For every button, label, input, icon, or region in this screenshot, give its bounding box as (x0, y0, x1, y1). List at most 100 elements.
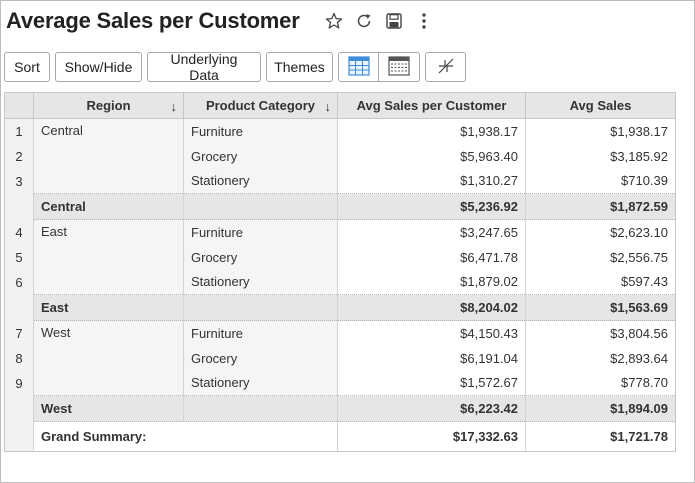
region-column-header[interactable]: Region ↓ (33, 92, 184, 119)
subtotal-avg-customer: $5,236.92 (337, 193, 526, 220)
summary-view-button[interactable] (379, 52, 420, 82)
avg-customer-cell: $1,879.02 (337, 269, 526, 295)
table-row: 1 Central Furniture $1,938.17 $1,938.17 (4, 118, 676, 194)
avg-sales-cell: $1,938.17 (525, 118, 676, 144)
avg-sales-column-header[interactable]: Avg Sales (525, 92, 676, 119)
header-row: Region ↓ Product Category ↓ Avg Sales pe… (4, 92, 676, 119)
grand-avg-customer: $17,332.63 (337, 421, 526, 452)
table-row: 3 Stationery $1,310.27 $710.39 (4, 168, 676, 194)
table-view-icon (347, 55, 370, 79)
row-number-blank (4, 193, 34, 220)
row-number-blank (4, 294, 34, 321)
table-row: 5 Grocery $6,471.78 $2,556.75 (4, 244, 676, 270)
collapse-icon (436, 56, 456, 79)
row-number: 7 (4, 320, 34, 346)
summary-view-icon (388, 55, 410, 79)
table-row: 6 Stationery $1,879.02 $597.43 (4, 269, 676, 295)
category-cell: Grocery (183, 244, 338, 270)
title-bar: Average Sales per Customer (6, 4, 434, 38)
avg-customer-header-label: Avg Sales per Customer (356, 98, 507, 113)
title-actions (324, 11, 434, 31)
avg-customer-cell: $6,471.78 (337, 244, 526, 270)
save-icon[interactable] (384, 11, 404, 31)
category-header-label: Product Category (205, 98, 316, 113)
underlying-data-button[interactable]: Underlying Data (147, 51, 261, 83)
avg-sales-cell: $597.43 (525, 269, 676, 295)
sort-button[interactable]: Sort (4, 52, 50, 82)
row-number: 5 (4, 244, 34, 270)
avg-sales-cell: $3,185.92 (525, 143, 676, 169)
subtotal-label: East (33, 294, 184, 321)
row-number-header (4, 92, 34, 119)
row-number: 6 (4, 269, 34, 295)
avg-sales-cell: $2,623.10 (525, 219, 676, 245)
row-number: 8 (4, 345, 34, 371)
table-row: 4 East Furniture $3,247.65 $2,623.10 (4, 219, 676, 295)
category-cell: Grocery (183, 345, 338, 371)
category-cell: Furniture (183, 118, 338, 144)
grand-summary-row: Grand Summary: $17,332.63 $1,721.78 (4, 421, 676, 452)
table-view-button[interactable] (338, 52, 379, 82)
subtotal-avg-customer: $8,204.02 (337, 294, 526, 321)
region-cell: West (33, 320, 184, 396)
subtotal-avg-sales: $1,872.59 (525, 193, 676, 220)
avg-sales-cell: $710.39 (525, 168, 676, 194)
show-hide-button[interactable]: Show/Hide (55, 52, 142, 82)
avg-sales-header-label: Avg Sales (569, 98, 632, 113)
sort-down-icon[interactable]: ↓ (324, 99, 332, 114)
table-row: 2 Grocery $5,963.40 $3,185.92 (4, 143, 676, 169)
avg-sales-cell: $2,556.75 (525, 244, 676, 270)
grand-summary-label: Grand Summary: (33, 421, 338, 452)
table-row: 8 Grocery $6,191.04 $2,893.64 (4, 345, 676, 371)
avg-sales-cell: $778.70 (525, 370, 676, 396)
subtotal-blank (183, 395, 338, 422)
row-number: 1 (4, 118, 34, 144)
row-number: 3 (4, 168, 34, 194)
star-icon[interactable] (324, 11, 344, 31)
avg-customer-cell: $6,191.04 (337, 345, 526, 371)
avg-customer-column-header[interactable]: Avg Sales per Customer (337, 92, 526, 119)
refresh-icon[interactable] (354, 11, 374, 31)
category-cell: Stationery (183, 370, 338, 396)
category-cell: Stationery (183, 168, 338, 194)
themes-button[interactable]: Themes (266, 52, 333, 82)
avg-customer-cell: $5,963.40 (337, 143, 526, 169)
row-number-blank (4, 421, 34, 452)
subtotal-blank (183, 193, 338, 220)
category-cell: Grocery (183, 143, 338, 169)
region-cell: East (33, 219, 184, 295)
pivot-table: Region ↓ Product Category ↓ Avg Sales pe… (4, 92, 676, 452)
category-cell: Furniture (183, 219, 338, 245)
row-number: 9 (4, 370, 34, 396)
grand-avg-sales: $1,721.78 (525, 421, 676, 452)
avg-customer-cell: $4,150.43 (337, 320, 526, 346)
view-toggle-group (338, 52, 420, 82)
subtotal-label: West (33, 395, 184, 422)
subtotal-avg-sales: $1,563.69 (525, 294, 676, 321)
avg-sales-cell: $2,893.64 (525, 345, 676, 371)
page-title: Average Sales per Customer (6, 8, 300, 33)
subtotal-label: Central (33, 193, 184, 220)
subtotal-row: East $8,204.02 $1,563.69 (4, 294, 676, 321)
subtotal-avg-sales: $1,894.09 (525, 395, 676, 422)
avg-customer-cell: $1,572.67 (337, 370, 526, 396)
subtotal-blank (183, 294, 338, 321)
row-number-blank (4, 395, 34, 422)
category-column-header[interactable]: Product Category ↓ (183, 92, 338, 119)
subtotal-avg-customer: $6,223.42 (337, 395, 526, 422)
avg-customer-cell: $1,938.17 (337, 118, 526, 144)
table-row: 9 Stationery $1,572.67 $778.70 (4, 370, 676, 396)
row-number: 4 (4, 219, 34, 245)
avg-sales-cell: $3,804.56 (525, 320, 676, 346)
table-row: 7 West Furniture $4,150.43 $3,804.56 (4, 320, 676, 396)
sort-down-icon[interactable]: ↓ (170, 99, 178, 114)
category-cell: Stationery (183, 269, 338, 295)
category-cell: Furniture (183, 320, 338, 346)
subtotal-row: West $6,223.42 $1,894.09 (4, 395, 676, 422)
more-icon[interactable] (414, 11, 434, 31)
collapse-button[interactable] (425, 52, 466, 82)
toolbar: Sort Show/Hide Underlying Data Themes (4, 51, 471, 83)
subtotal-row: Central $5,236.92 $1,872.59 (4, 193, 676, 220)
avg-customer-cell: $1,310.27 (337, 168, 526, 194)
region-cell: Central (33, 118, 184, 194)
